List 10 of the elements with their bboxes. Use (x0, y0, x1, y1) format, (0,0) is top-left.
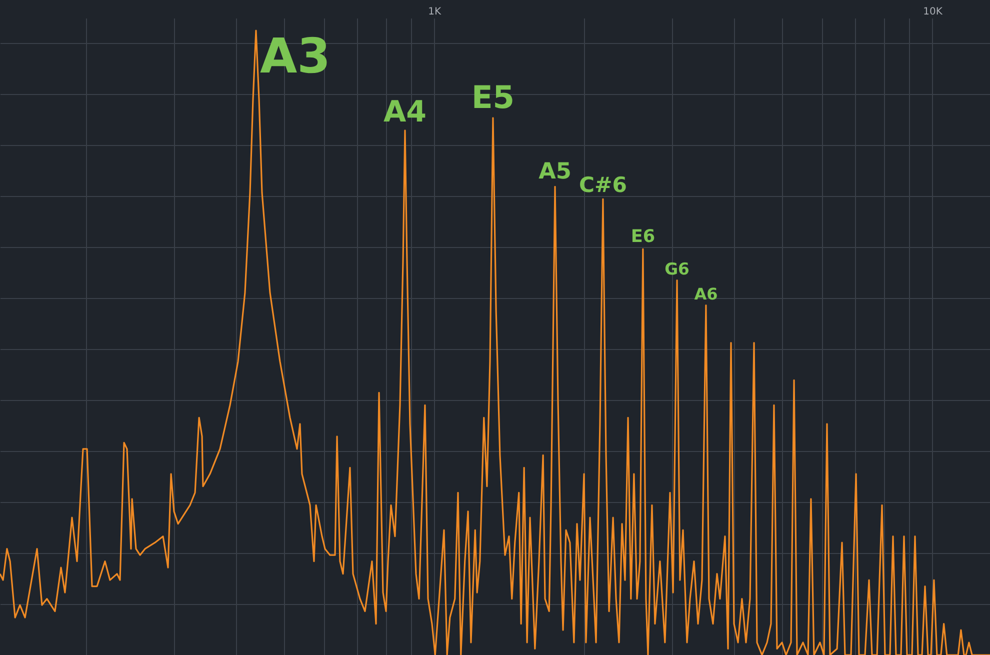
x-tick-label: 1K (428, 6, 442, 18)
annotation: G6 (664, 259, 690, 278)
annotation: E6 (630, 227, 656, 248)
x-tick-label: 10K (923, 6, 943, 18)
annotation: C#6 (579, 172, 627, 198)
annotation: A5 (538, 158, 572, 185)
annotation: E5 (471, 80, 514, 116)
annotation: A6 (694, 284, 718, 304)
annotation: A3 (260, 28, 331, 84)
annotation: A4 (383, 94, 426, 128)
